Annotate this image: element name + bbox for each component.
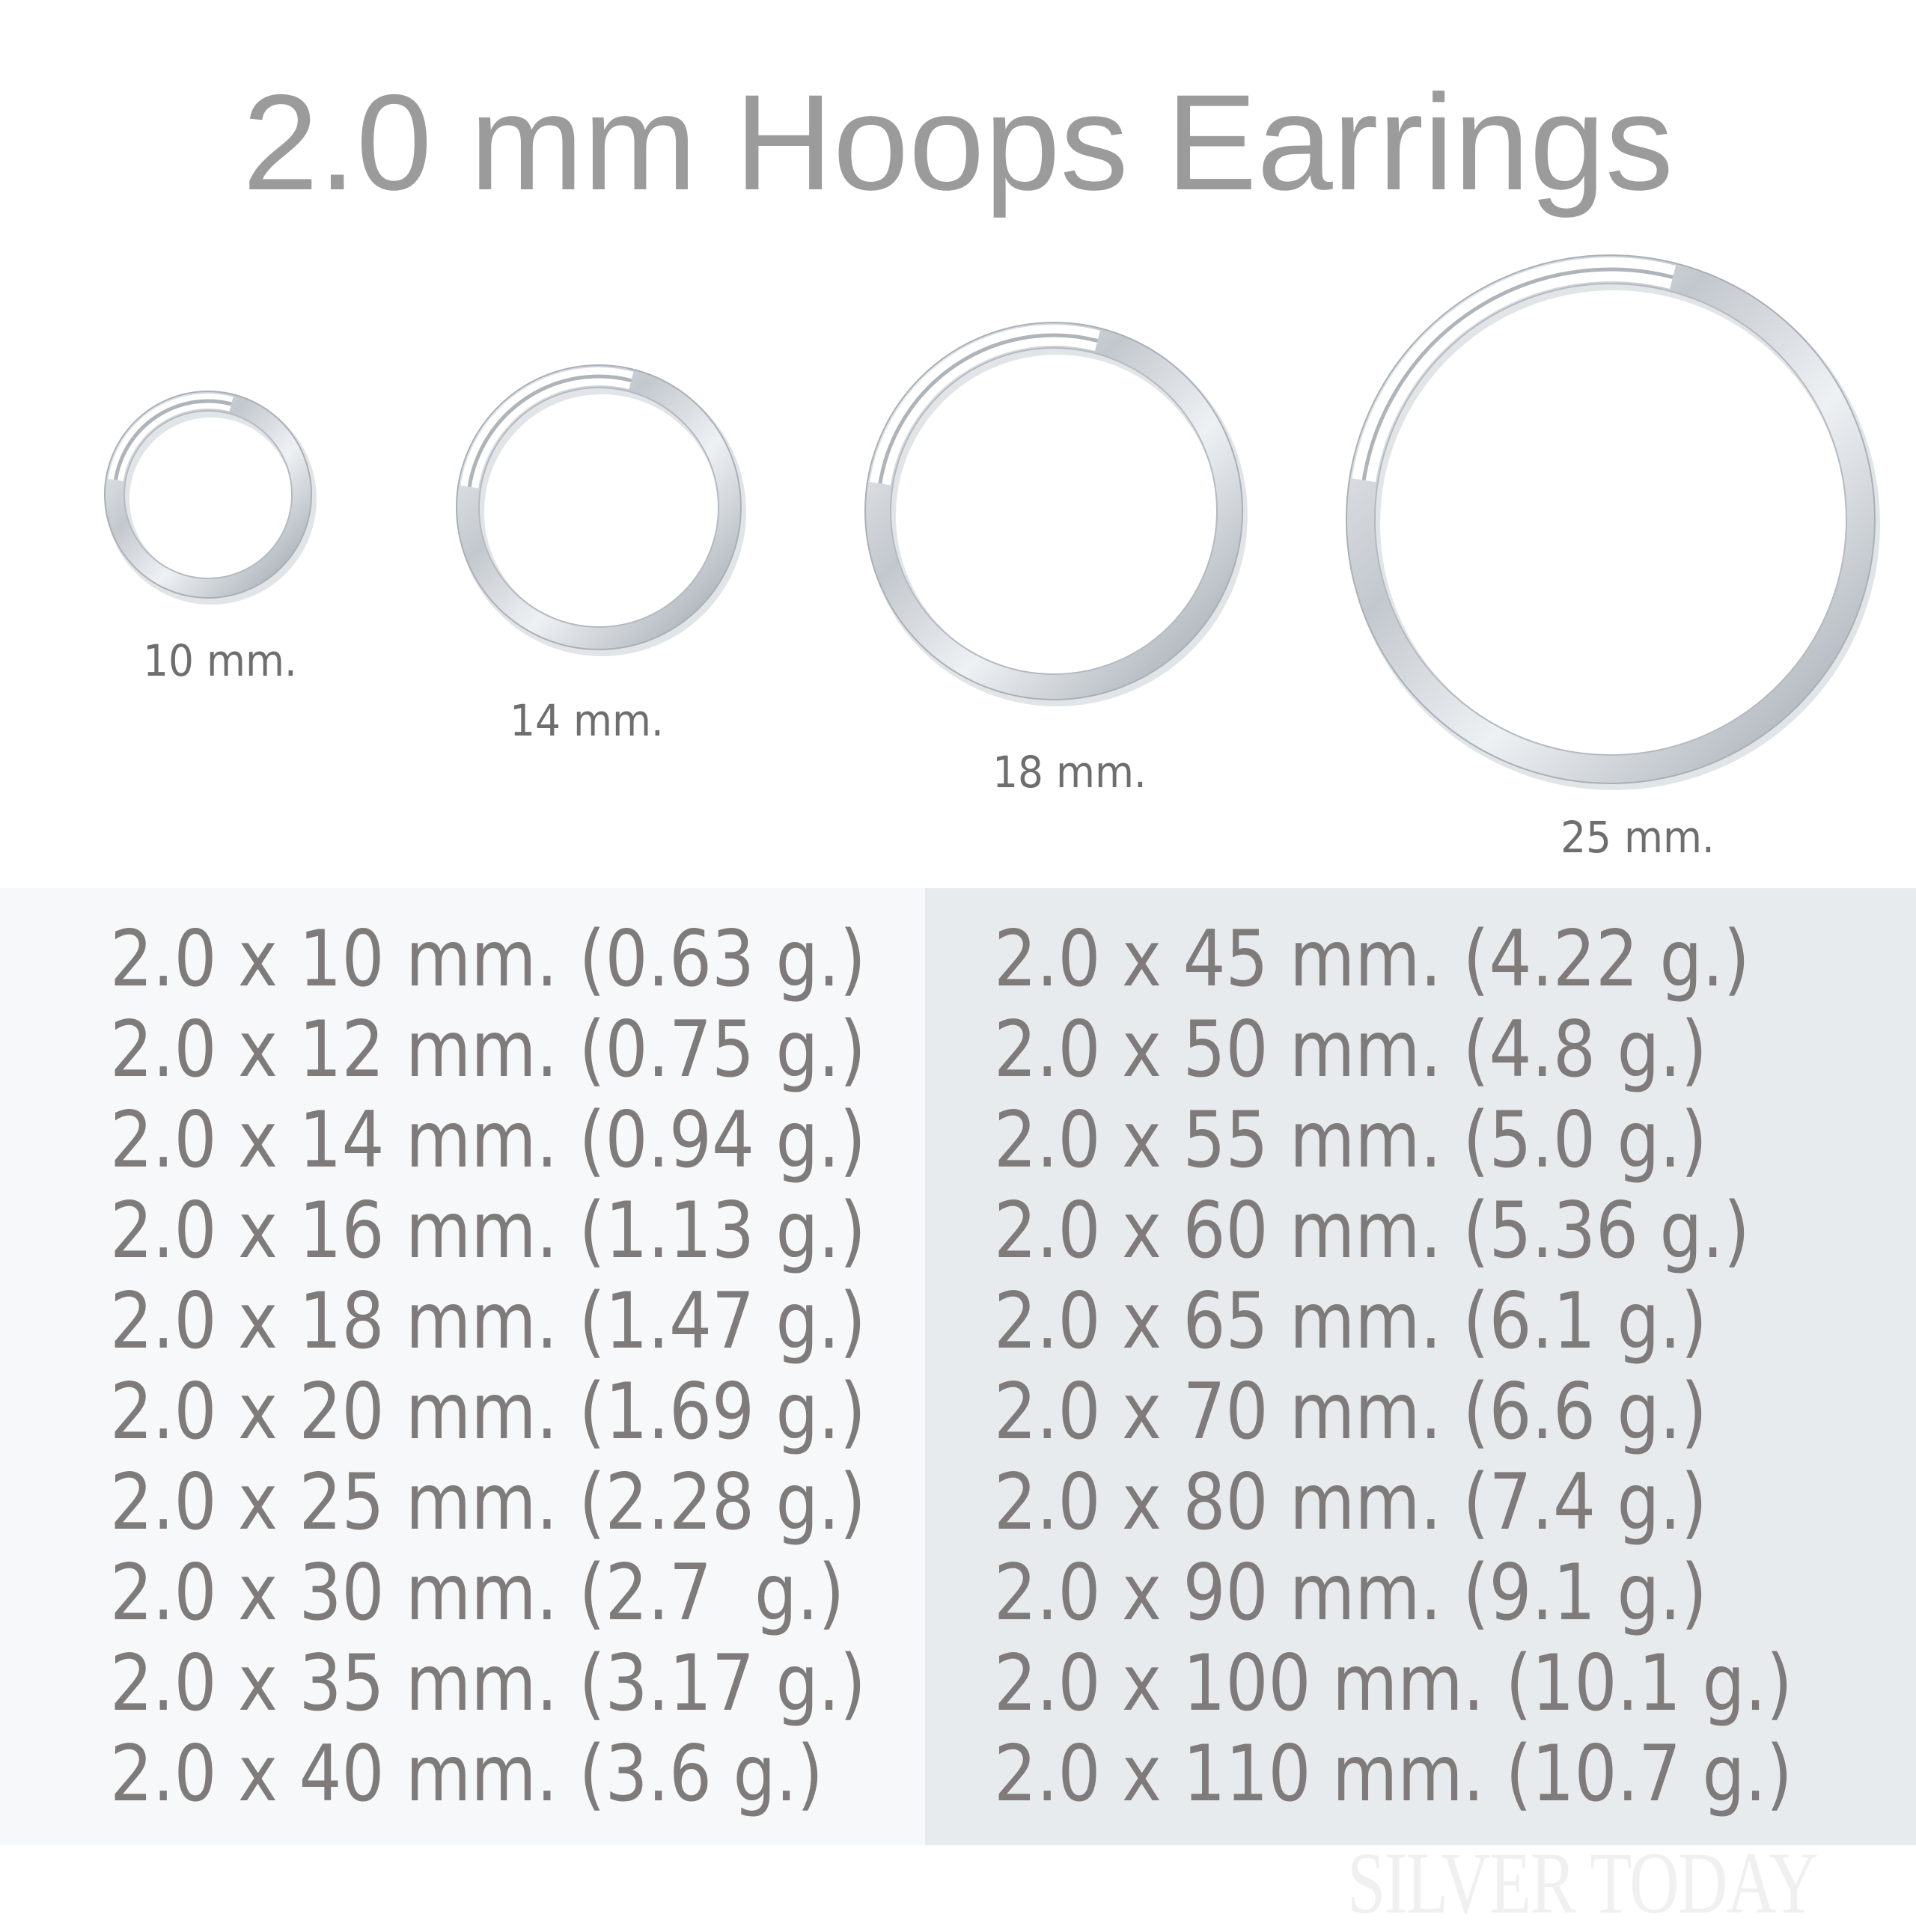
- size-row: 2.0 x 90 mm. (9.1 g.): [994, 1548, 1707, 1638]
- hoop-images: [104, 254, 1880, 790]
- hoop-earring-25mm: [1346, 254, 1880, 790]
- size-row: 2.0 x 35 mm. (3.17 g.): [110, 1639, 866, 1728]
- size-row: 2.0 x 80 mm. (7.4 g.): [994, 1458, 1707, 1547]
- size-row: 2.0 x 45 mm. (4.22 g.): [994, 914, 1750, 1004]
- size-row: 2.0 x 25 mm. (2.28 g.): [110, 1458, 866, 1547]
- hoop-earring-18mm: [864, 322, 1248, 706]
- hoop-earring-14mm: [456, 364, 746, 656]
- size-row: 2.0 x 40 mm. (3.6 g.): [110, 1729, 823, 1819]
- sizes-panel-right: 2.0 x 45 mm. (4.22 g.) 2.0 x 50 mm. (4.8 …: [925, 888, 1916, 1845]
- hoop-size-label: 10 mm.: [143, 635, 297, 686]
- size-row: 2.0 x 20 mm. (1.69 g.): [110, 1367, 866, 1457]
- page-title: 2.0 mm Hoops Earrings: [242, 66, 1674, 218]
- hoop-size-label: 25 mm.: [1560, 812, 1715, 863]
- sizes-panel-left: 2.0 x 10 mm. (0.63 g.) 2.0 x 12 mm. (0.75…: [0, 888, 925, 1845]
- size-row: 2.0 x 110 mm. (10.7 g.): [994, 1729, 1793, 1819]
- size-row: 2.0 x 10 mm. (0.63 g.): [110, 914, 866, 1004]
- size-row: 2.0 x 16 mm. (1.13 g.): [110, 1186, 866, 1276]
- size-row: 2.0 x 18 mm. (1.47 g.): [110, 1277, 866, 1366]
- size-row: 2.0 x 14 mm. (0.94 g.): [110, 1095, 866, 1185]
- size-row: 2.0 x 100 mm. (10.1 g.): [994, 1639, 1793, 1728]
- size-row: 2.0 x 55 mm. (5.0 g.): [994, 1095, 1707, 1185]
- watermark-logo: SILVER TODAY: [1347, 1834, 1819, 1932]
- hoop-earring-10mm: [104, 391, 317, 605]
- size-row: 2.0 x 60 mm. (5.36 g.): [994, 1186, 1750, 1276]
- hoop-size-label: 18 mm.: [992, 747, 1147, 798]
- hoop-size-label: 14 mm.: [510, 695, 664, 746]
- size-row: 2.0 x 12 mm. (0.75 g.): [110, 1005, 866, 1095]
- size-row: 2.0 x 50 mm. (4.8 g.): [994, 1005, 1707, 1095]
- size-row: 2.0 x 30 mm. (2.7 g.): [110, 1548, 845, 1638]
- size-row: 2.0 x 70 mm. (6.6 g.): [994, 1367, 1707, 1457]
- size-row: 2.0 x 65 mm. (6.1 g.): [994, 1277, 1707, 1366]
- hoop-gallery: 10 mm. 14 mm. 18 mm. 25 mm.: [0, 0, 1916, 888]
